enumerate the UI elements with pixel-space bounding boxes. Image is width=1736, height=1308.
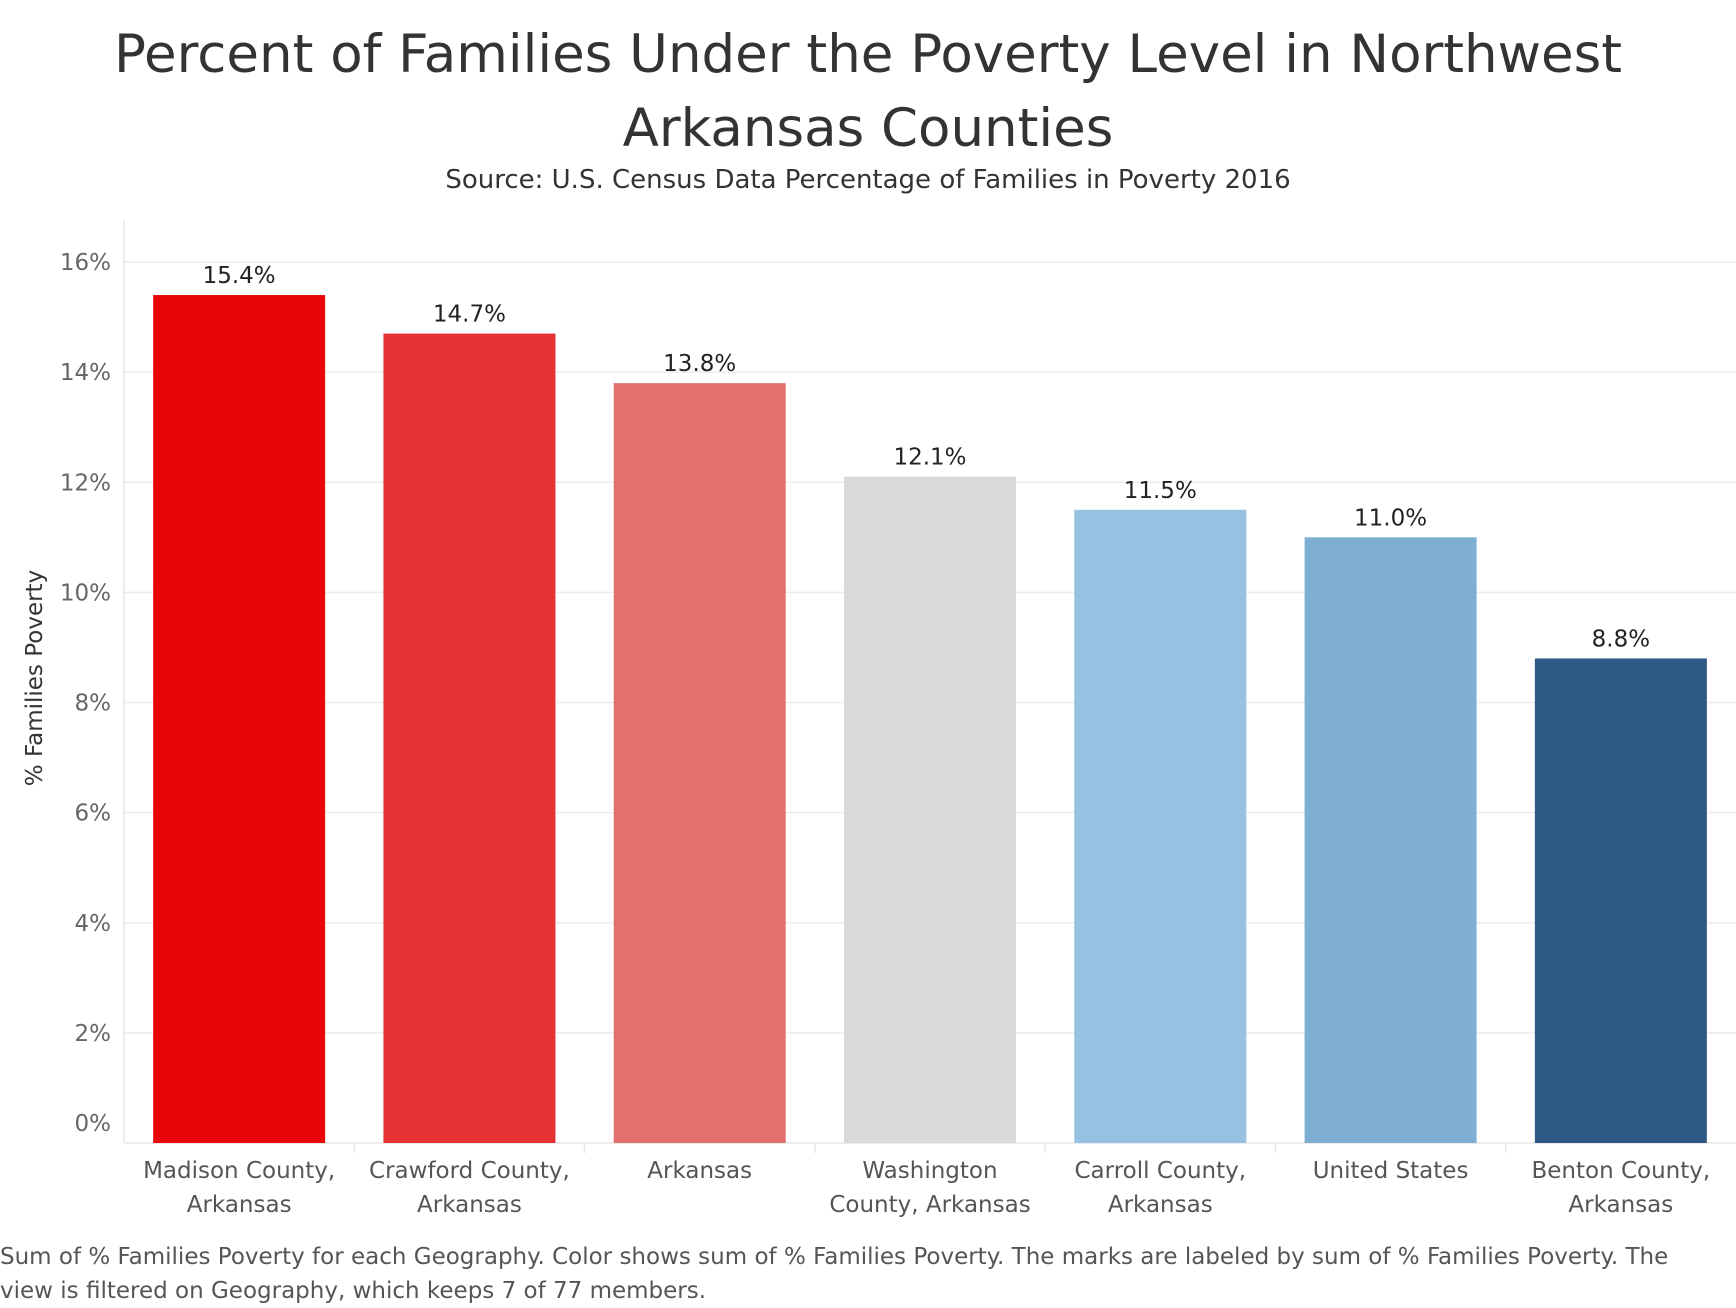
data-label: 11.0% [1354,505,1427,531]
x-tick-label: Carroll County, Arkansas [1075,1158,1247,1218]
y-tick-label: 12% [60,470,111,496]
data-labels: 15.4% 14.7% 13.8% 12.1% 11.5% 11.0% 8.8% [203,263,1650,652]
data-label: 13.8% [663,351,736,377]
data-label: 15.4% [203,263,276,289]
bar [1304,537,1477,1143]
x-tick-label: Arkansas [647,1158,752,1184]
y-tick-label: 4% [75,911,112,937]
y-tick-label: 2% [75,1021,112,1047]
y-axis-label: % Families Poverty [22,570,48,786]
y-tick-label: 10% [60,580,111,606]
y-tick-label: 14% [60,360,111,386]
y-tick-label: 8% [75,691,112,717]
bar [613,383,786,1143]
y-tick-label: 0% [75,1111,112,1137]
bar [153,295,326,1144]
bars [153,295,1707,1144]
chart-footnote: Sum of % Families Poverty for each Geogr… [0,1244,1669,1304]
x-tick-label: United States [1313,1158,1469,1184]
y-tick-label: 6% [75,801,112,827]
bar-chart: 15.4% 14.7% 13.8% 12.1% 11.5% 11.0% 8.8% Madis… [22,220,1736,1218]
bar [383,333,556,1143]
x-tick-label: Benton County, Arkansas [1531,1158,1710,1218]
data-label: 14.7% [433,302,506,328]
y-tick-label: 16% [60,250,111,276]
x-tick-label: Washington County, Arkansas [829,1158,1030,1218]
x-axis-tick-labels: Madison County, Arkansas Crawford County, A… [143,1158,1710,1218]
x-tick-label: Madison County, Arkansas [143,1158,335,1218]
chart-subtitle: Source: U.S. Census Data Percentage of F… [445,165,1291,195]
data-label: 12.1% [893,445,966,471]
data-label: 11.5% [1124,478,1197,504]
x-tick-label: Crawford County, Arkansas [369,1158,570,1218]
chart-title: Percent of Families Under the Poverty Le… [113,24,1622,159]
bar [844,476,1016,1143]
data-label: 8.8% [1592,626,1650,652]
y-axis-tick-labels: 0% 2% 4% 6% 8% 10% 12% 14% 16% [60,250,111,1137]
bar [1534,658,1707,1143]
bar [1074,509,1247,1143]
